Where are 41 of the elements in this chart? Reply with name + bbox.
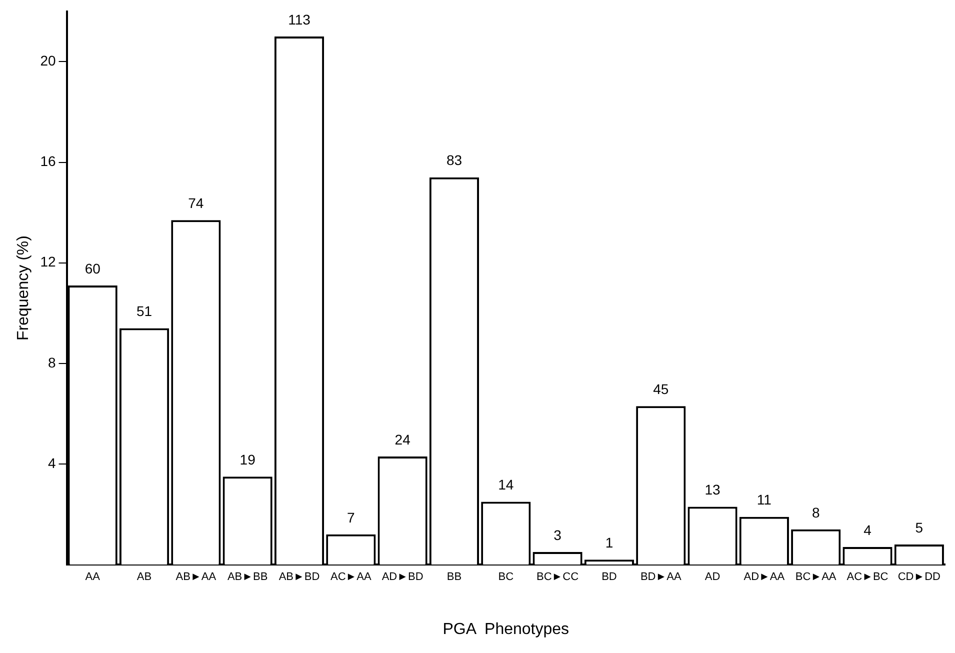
annotation: 13 xyxy=(704,482,721,498)
y-tick-label: 4 xyxy=(48,454,56,471)
annotation: 7 xyxy=(347,509,356,526)
x-tick-label: AC►AA xyxy=(330,571,372,584)
annotation: 113 xyxy=(288,11,311,28)
annotation: 74 xyxy=(188,194,204,211)
x-tick-label: BD xyxy=(602,571,617,584)
annotation: 24 xyxy=(394,431,411,448)
x-tick-label: AB xyxy=(136,571,152,584)
x-tick-label: BC xyxy=(498,571,514,584)
y-tick-label: 12 xyxy=(40,254,56,270)
x-tick-label: BB xyxy=(446,571,462,584)
annotation: 19 xyxy=(240,451,256,468)
y-tick-label: 16 xyxy=(40,153,56,170)
x-tick-label: AD►BD xyxy=(382,571,424,584)
x-tick-label: BC►CC xyxy=(536,571,579,584)
x-tick-label: BC►AA xyxy=(795,571,837,584)
annotation: 3 xyxy=(554,526,562,543)
annotation: 45 xyxy=(653,381,669,398)
x-tick-label: AD xyxy=(704,571,720,584)
annotation: 8 xyxy=(812,504,820,520)
x-tick-label: AA xyxy=(85,571,101,584)
annotation: 11 xyxy=(756,492,772,508)
annotation: 5 xyxy=(915,519,924,536)
annotation: 14 xyxy=(498,476,514,493)
x-tick-label: AB►AA xyxy=(176,571,217,584)
annotation: 4 xyxy=(864,522,872,538)
x-tick-label: AB►BD xyxy=(278,571,320,584)
annotation: 60 xyxy=(84,260,101,276)
x-tick-label: AC►BC xyxy=(846,571,888,584)
y-tick-label: 8 xyxy=(48,354,56,370)
y-tick-label: 20 xyxy=(40,52,56,69)
x-tick-label: BD►AA xyxy=(640,571,682,584)
annotation: 51 xyxy=(136,303,152,320)
annotation: 1 xyxy=(605,534,614,550)
x-tick-label: AB►BB xyxy=(227,571,268,584)
x-tick-label: CD►DD xyxy=(898,571,941,584)
y-axis-title: Frequency (%) xyxy=(15,236,32,340)
x-axis-title: PGA Phenotypes xyxy=(442,620,570,638)
annotation: 83 xyxy=(446,152,462,168)
x-tick-label: AD►AA xyxy=(744,571,786,584)
